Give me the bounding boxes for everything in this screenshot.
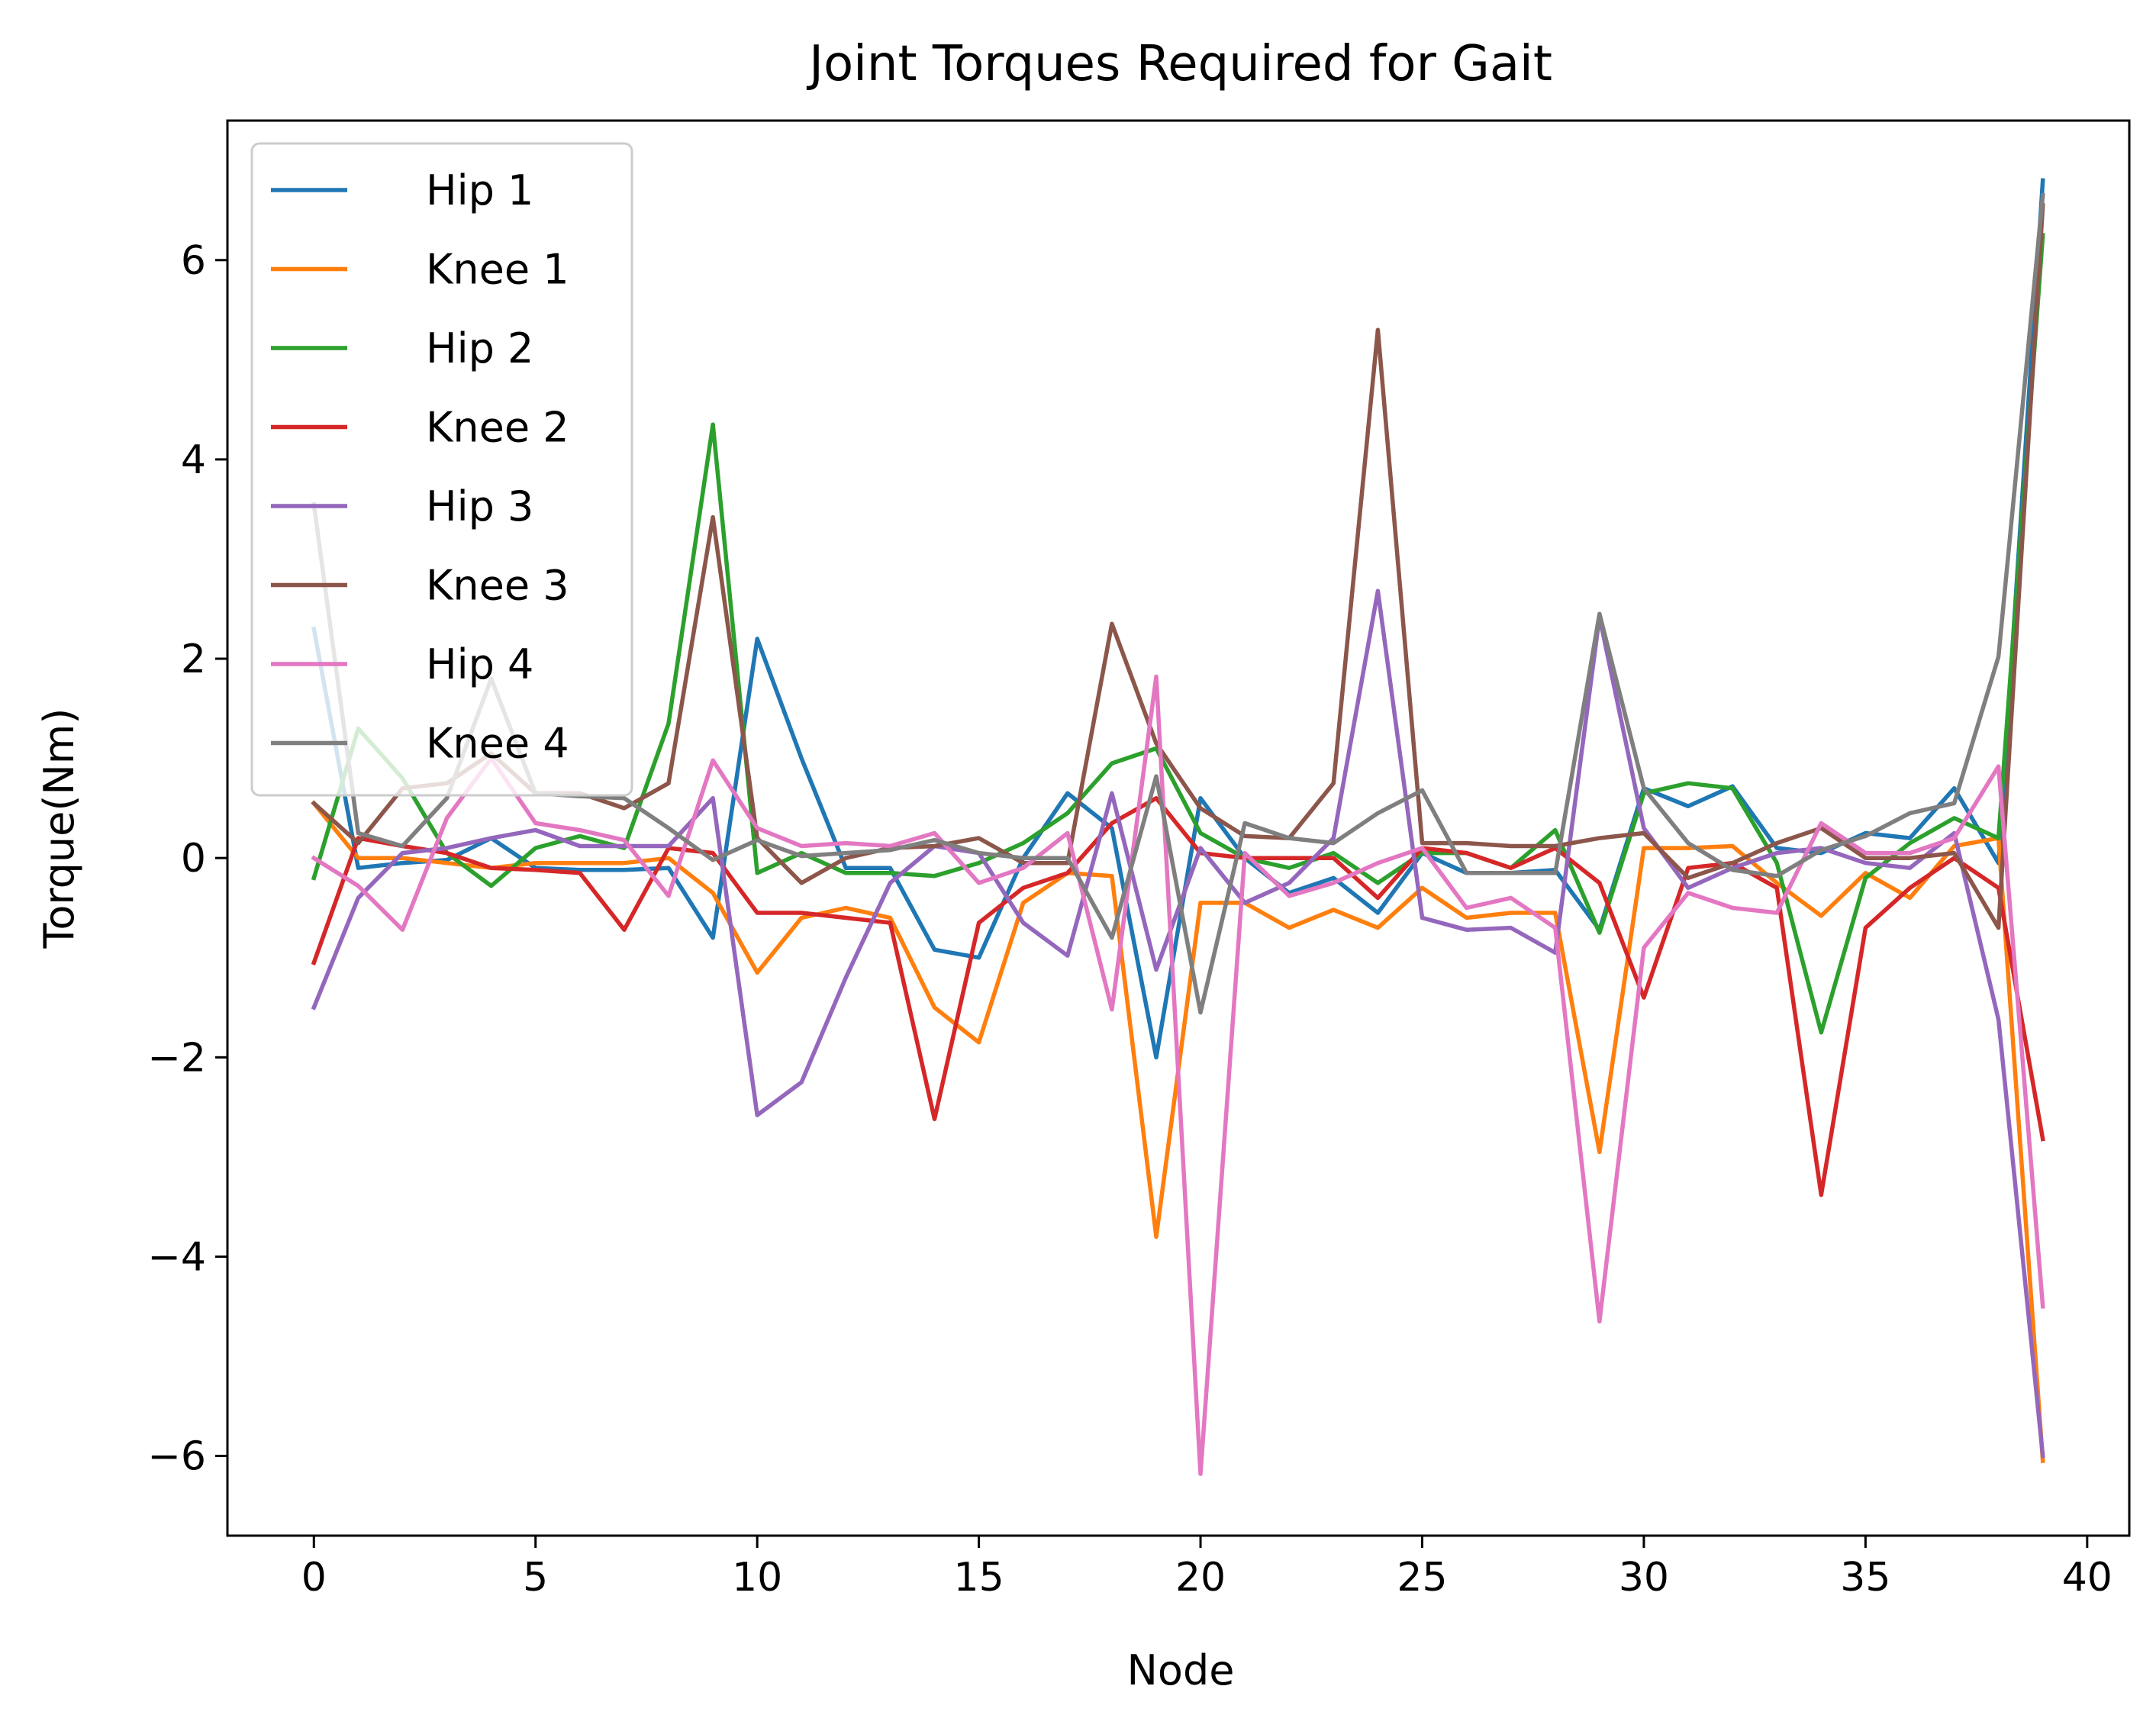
legend-label: Hip 4 [426, 640, 533, 688]
y-tick-label: −4 [147, 1234, 206, 1280]
x-tick-label: 15 [954, 1555, 1004, 1601]
legend: Hip 1 Knee 1 Hip 2 Knee 2 Hip 3 Knee 3 Hip 4 Kn… [250, 142, 633, 797]
series-line-knee-4 [311, 192, 2045, 1015]
x-tick-label: 0 [301, 1555, 327, 1601]
legend-label: Hip 3 [426, 482, 533, 530]
series-line-hip-4 [311, 674, 2045, 1476]
y-tick-label: 6 [181, 238, 206, 284]
legend-label: Hip 2 [426, 324, 533, 372]
x-axis: 0 5 10 15 20 25 30 35 40 [301, 1536, 2112, 1601]
x-tick-label: 10 [732, 1555, 782, 1601]
y-axis-label: Torque(Nm) [35, 708, 83, 949]
series-layer [311, 178, 2045, 1476]
series-line-hip-3 [311, 588, 2045, 1459]
x-tick-label: 40 [2062, 1555, 2112, 1601]
x-tick-label: 25 [1397, 1555, 1447, 1601]
x-tick-label: 30 [1619, 1555, 1669, 1601]
x-tick-label: 5 [523, 1555, 548, 1601]
legend-label: Knee 2 [426, 404, 569, 452]
series-line-hip-2 [311, 233, 2045, 1035]
series-line-knee-2 [311, 796, 2045, 1198]
chart-title: Joint Torques Required for Gait [806, 36, 1552, 92]
y-tick-label: 0 [181, 836, 206, 882]
legend-label: Knee 1 [426, 246, 569, 294]
x-tick-label: 20 [1175, 1555, 1226, 1601]
legend-label: Knee 3 [426, 562, 569, 610]
series-line-knee-3 [311, 203, 2045, 930]
y-tick-label: 4 [181, 437, 206, 483]
y-tick-label: −6 [147, 1434, 206, 1480]
x-tick-label: 35 [1840, 1555, 1890, 1601]
x-axis-label: Node [1127, 1646, 1235, 1694]
y-tick-label: −2 [147, 1035, 206, 1081]
y-axis: −6 −4 −2 0 2 4 6 [147, 238, 227, 1480]
legend-box [250, 142, 633, 797]
legend-label: Knee 4 [426, 720, 569, 768]
y-tick-label: 2 [181, 637, 206, 682]
plot-frame [226, 119, 2131, 1537]
series-line-hip-1 [311, 178, 2045, 1060]
legend-label: Hip 1 [426, 166, 533, 214]
